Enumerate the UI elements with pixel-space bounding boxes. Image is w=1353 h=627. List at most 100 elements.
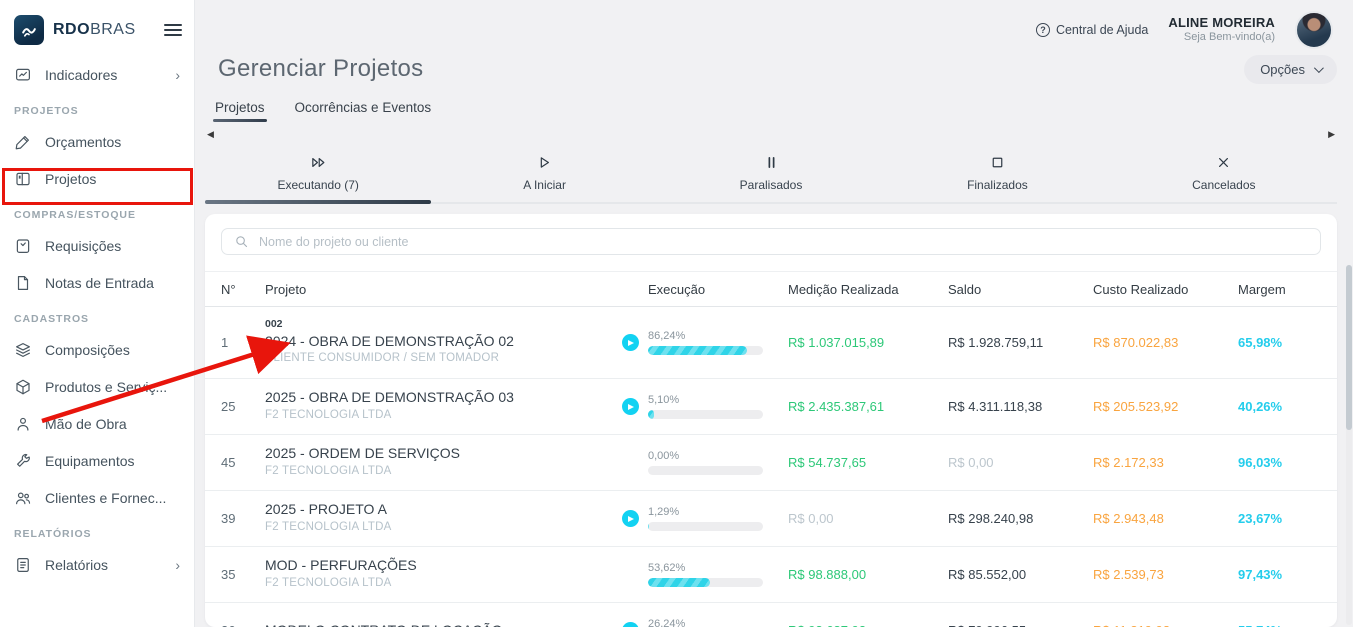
col-margem: Margem	[1238, 281, 1286, 297]
sidebar-item-projetos[interactable]: Projetos	[0, 160, 194, 197]
custo-value: R$ 11.819,98	[1093, 623, 1238, 627]
vertical-scrollbar	[1346, 265, 1352, 625]
project-name: MOD - PERFURAÇÕES	[265, 557, 417, 574]
table-row[interactable]: 26 MODELO CONTRATO DE LOCAÇÃO 26,24% R$ …	[205, 603, 1337, 627]
play-button[interactable]	[621, 622, 639, 627]
custo-value: R$ 2.943,48	[1093, 511, 1164, 526]
row-number: 35	[221, 567, 236, 582]
page-tabs: Projetos Ocorrências e Eventos	[213, 100, 1337, 122]
row-number: 25	[221, 399, 236, 414]
margem-value: 23,67%	[1238, 511, 1283, 526]
sidebar-item-notas-de-entrada[interactable]: Notas de Entrada	[0, 264, 194, 301]
saldo-value: R$ 298.240,98	[948, 511, 1034, 526]
play-button[interactable]	[621, 398, 639, 415]
status-tab-a-iniciar[interactable]: A Iniciar	[431, 148, 657, 202]
user-name: ALINE MOREIRA	[1168, 15, 1275, 30]
table-header: N° Projeto Execução Medição Realizada Sa…	[205, 271, 1337, 307]
chevron-right-icon: ›	[175, 66, 180, 83]
scroll-right-icon[interactable]: ▶	[1328, 128, 1335, 139]
medicao-value: R$ 2.435.387,61	[788, 399, 885, 414]
sidebar-item-relatorios[interactable]: Relatórios ›	[0, 546, 194, 583]
project-code: 002	[265, 318, 283, 331]
scroll-left-icon[interactable]: ◀	[207, 128, 214, 139]
status-tabs: Executando (7) A Iniciar Paralisados Fin…	[205, 148, 1337, 204]
table-row[interactable]: 35 MOD - PERFURAÇÕES F2 TECNOLOGIA LTDA …	[205, 547, 1337, 603]
saldo-value: R$ 85.552,00	[948, 567, 1027, 582]
people-icon	[16, 492, 31, 504]
table-row[interactable]: 25 2025 - OBRA DE DEMONSTRAÇÃO 03 F2 TEC…	[205, 379, 1337, 435]
execution-progress: 5,10%	[648, 394, 788, 419]
user-menu[interactable]: ALINE MOREIRA Seja Bem-vindo(a)	[1168, 15, 1275, 45]
col-saldo: Saldo	[948, 281, 982, 297]
margem-value: 65,98%	[1238, 335, 1283, 350]
col-medicao: Medição Realizada	[788, 281, 899, 297]
col-execucao: Execução	[648, 281, 706, 297]
status-tab-executando[interactable]: Executando (7)	[205, 148, 432, 204]
sidebar-item-orcamentos[interactable]: Orçamentos	[0, 123, 194, 160]
help-center-link[interactable]: ? Central de Ajuda	[1035, 23, 1148, 37]
saldo-value: R$ 79.996,55	[948, 623, 1093, 627]
table-row[interactable]: 39 2025 - PROJETO A F2 TECNOLOGIA LTDA 1…	[205, 491, 1337, 547]
question-circle-icon: ?	[1035, 23, 1050, 37]
col-custo: Custo Realizado	[1093, 281, 1189, 297]
search-icon	[236, 236, 248, 248]
hamburger-menu-icon[interactable]	[164, 21, 182, 39]
sidebar-item-requisicoes[interactable]: Requisições	[0, 227, 194, 264]
status-tab-cancelados[interactable]: Cancelados	[1111, 148, 1337, 202]
medicao-value: R$ 98.888,00	[788, 567, 867, 582]
col-numero: N°	[221, 281, 236, 297]
tab-projetos[interactable]: Projetos	[213, 100, 267, 122]
box-icon	[16, 379, 30, 394]
sidebar-item-equipamentos[interactable]: Equipamentos	[0, 442, 194, 479]
avatar[interactable]	[1295, 11, 1333, 49]
options-button[interactable]: Opções	[1244, 54, 1337, 84]
sidebar-item-composicoes[interactable]: Composições	[0, 331, 194, 368]
stop-icon	[992, 157, 1003, 168]
wrench-icon	[17, 453, 30, 467]
horizontal-scrollbar: ◀ ▶	[205, 128, 1337, 140]
sidebar-item-clientes-fornecedores[interactable]: Clientes e Fornec...	[0, 479, 194, 516]
execution-progress: 1,29%	[648, 506, 788, 531]
project-client: F2 TECNOLOGIA LTDA	[265, 465, 392, 478]
sidebar-item-produtos-servicos[interactable]: Produtos e Serviç...	[0, 368, 194, 405]
margem-value: 55,74%	[1238, 623, 1321, 627]
sidebar-item-indicadores[interactable]: Indicadores ›	[0, 56, 194, 93]
vertical-scrollbar-thumb[interactable]	[1346, 265, 1352, 430]
play-button[interactable]	[621, 334, 639, 351]
layers-icon	[16, 342, 30, 357]
table-row[interactable]: 1 002 2024 - OBRA DE DEMONSTRAÇÃO 02 CLI…	[205, 307, 1337, 379]
medicao-value: R$ 93.687,93	[788, 623, 948, 627]
tab-ocorrencias-eventos[interactable]: Ocorrências e Eventos	[294, 100, 432, 115]
logo-text: RDOBRAS	[53, 21, 136, 38]
execution-progress: 0,00%	[648, 450, 788, 475]
status-tab-paralisados[interactable]: Paralisados	[658, 148, 884, 202]
project-client: F2 TECNOLOGIA LTDA	[265, 521, 392, 534]
clipboard-check-icon	[16, 238, 30, 253]
status-tab-finalizados[interactable]: Finalizados	[884, 148, 1110, 202]
play-button[interactable]	[621, 510, 639, 527]
search-input[interactable]	[259, 234, 1308, 249]
pencil-icon	[15, 135, 29, 149]
project-name: 2025 - ORDEM DE SERVIÇOS	[265, 445, 461, 462]
custo-value: R$ 205.523,92	[1093, 399, 1179, 414]
sidebar: RDOBRAS Indicadores › PROJETOS Orçamento…	[0, 0, 195, 627]
rdobras-logo-icon	[14, 15, 44, 45]
board-icon	[16, 172, 30, 185]
custo-value: R$ 870.022,83	[1093, 335, 1179, 350]
x-icon	[1219, 158, 1229, 167]
sidebar-section-relatorios: RELATÓRIOS	[14, 528, 92, 540]
play-outline-icon	[540, 157, 550, 168]
execution-progress: 86,24%	[648, 330, 788, 355]
chevron-down-icon	[1313, 62, 1324, 73]
project-name: 2024 - OBRA DE DEMONSTRAÇÃO 02	[265, 332, 514, 349]
sidebar-section-cadastros: CADASTROS	[14, 313, 90, 325]
search-box	[221, 228, 1321, 255]
project-client: F2 TECNOLOGIA LTDA	[265, 409, 392, 422]
project-name: 2025 - OBRA DE DEMONSTRAÇÃO 03	[265, 389, 514, 406]
table-row[interactable]: 45 2025 - ORDEM DE SERVIÇOS F2 TECNOLOGI…	[205, 435, 1337, 491]
sidebar-item-mao-de-obra[interactable]: Mão de Obra	[0, 405, 194, 442]
margem-value: 97,43%	[1238, 567, 1283, 582]
project-client: CLIENTE CONSUMIDOR / SEM TOMADOR	[265, 352, 500, 365]
medicao-value: R$ 0,00	[788, 511, 834, 526]
